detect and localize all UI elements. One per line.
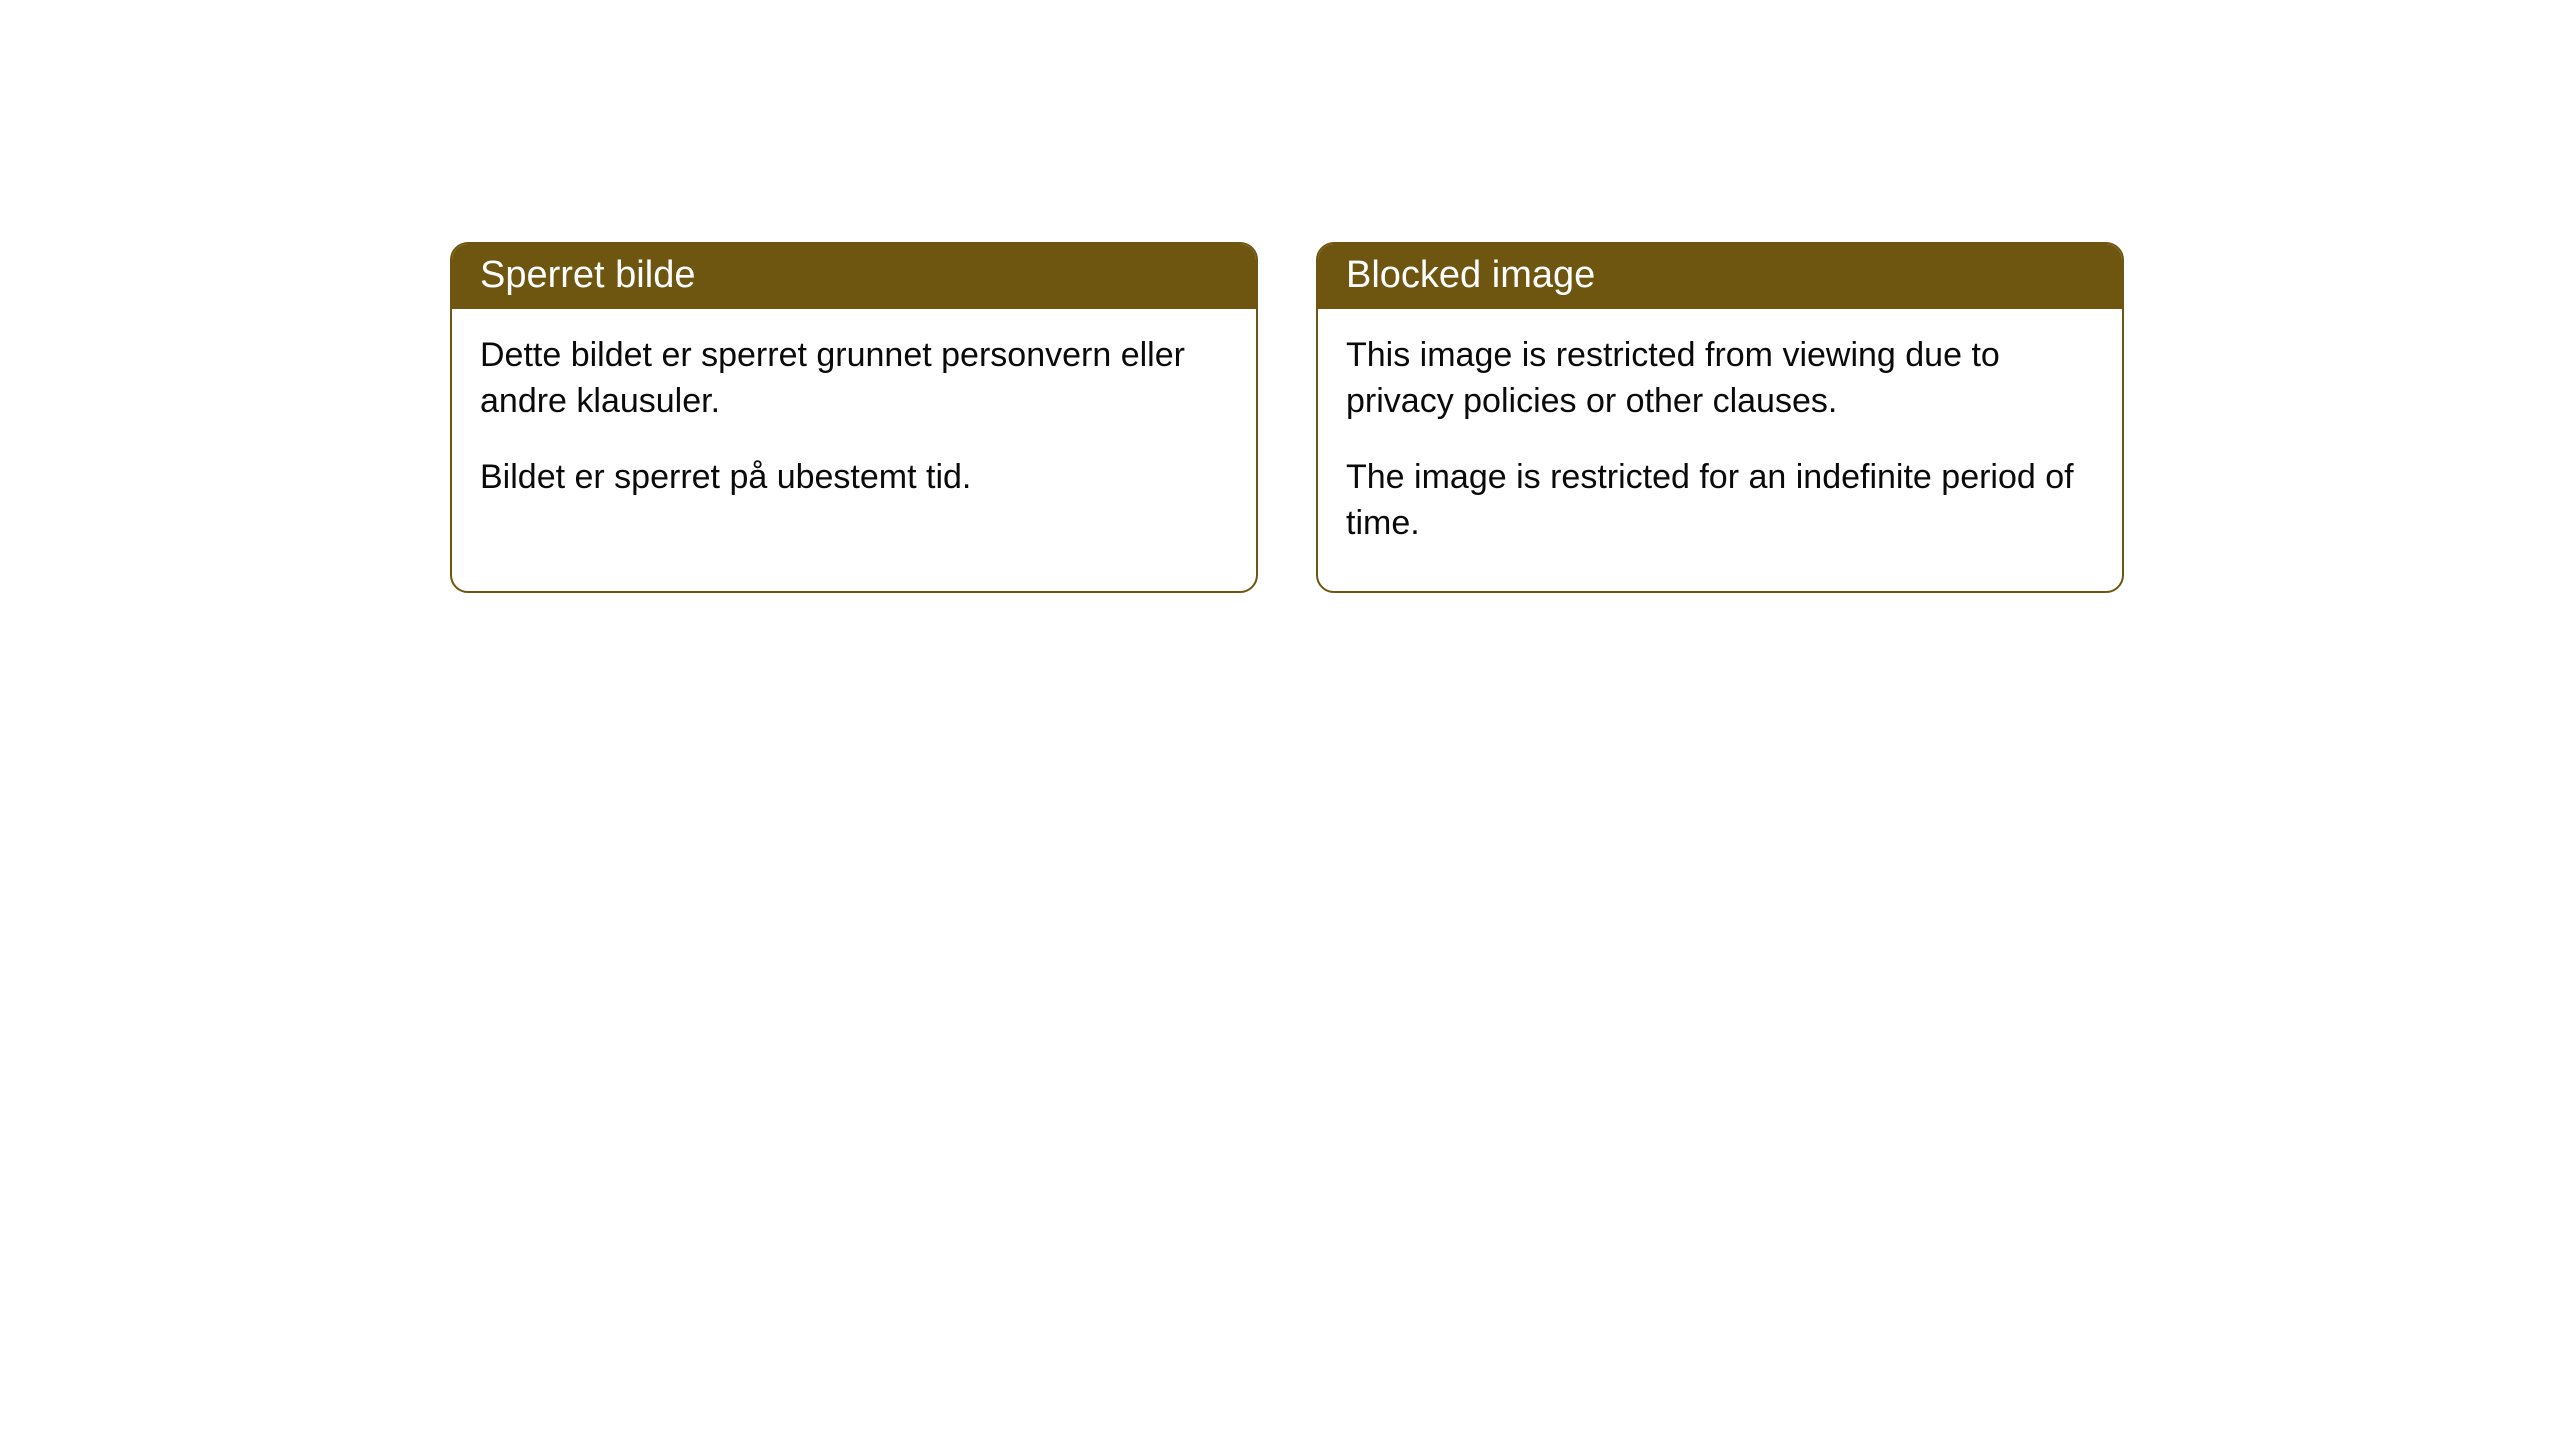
card-paragraph-2-en: The image is restricted for an indefinit…: [1346, 455, 2094, 547]
card-body-en: This image is restricted from viewing du…: [1318, 309, 2122, 591]
card-header-no: Sperret bilde: [452, 244, 1256, 309]
card-body-no: Dette bildet er sperret grunnet personve…: [452, 309, 1256, 545]
card-paragraph-1-no: Dette bildet er sperret grunnet personve…: [480, 333, 1228, 425]
cards-container: Sperret bilde Dette bildet er sperret gr…: [450, 242, 2124, 593]
card-header-en: Blocked image: [1318, 244, 2122, 309]
blocked-image-card-no: Sperret bilde Dette bildet er sperret gr…: [450, 242, 1258, 593]
card-paragraph-1-en: This image is restricted from viewing du…: [1346, 333, 2094, 425]
card-paragraph-2-no: Bildet er sperret på ubestemt tid.: [480, 455, 1228, 501]
blocked-image-card-en: Blocked image This image is restricted f…: [1316, 242, 2124, 593]
